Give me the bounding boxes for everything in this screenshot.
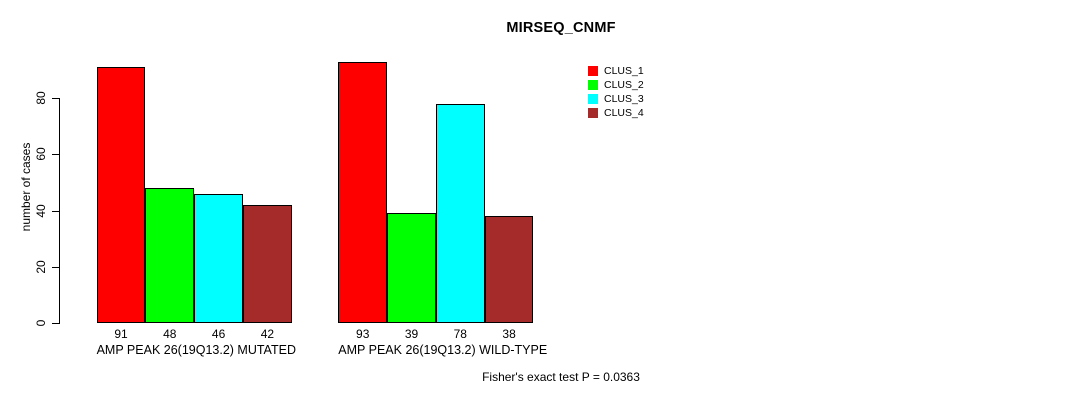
- y-axis-tick: [52, 98, 59, 100]
- bar-value-label: 38: [502, 327, 516, 341]
- legend-item-clus_1: CLUS_1: [588, 64, 644, 78]
- legend-item-clus_4: CLUS_4: [588, 106, 644, 120]
- group-label-wildtype: AMP PEAK 26(19Q13.2) WILD-TYPE: [338, 343, 548, 357]
- y-axis-title: number of cases: [19, 142, 33, 232]
- bar-clus_3-group1: [194, 193, 243, 323]
- legend-swatch-clus_4: [588, 108, 598, 118]
- fisher-test-annotation: Fisher's exact test P = 0.0363: [482, 370, 640, 384]
- bar-clus_3-group2: [435, 103, 485, 323]
- bar-clus_4-group1: [243, 204, 292, 323]
- y-axis-tick: [52, 323, 59, 324]
- legend-item-clus_3: CLUS_3: [588, 92, 644, 106]
- legend-label: CLUS_2: [604, 78, 644, 91]
- bar-value-label: 78: [453, 327, 467, 341]
- y-axis-line: [59, 98, 60, 324]
- bar-clus_2-group2: [387, 213, 436, 323]
- legend-label: CLUS_3: [604, 92, 644, 105]
- bar-value-label: 42: [260, 327, 275, 341]
- bar-clus_1-group1: [96, 67, 146, 323]
- chart-title: MIRSEQ_CNMF: [506, 20, 616, 36]
- bar-value-label: 48: [163, 327, 177, 341]
- y-axis-tick: [52, 266, 59, 268]
- y-axis-tick-label: 20: [34, 260, 48, 274]
- group-label-mutated: AMP PEAK 26(19Q13.2) MUTATED: [96, 343, 296, 357]
- legend-label: CLUS_1: [604, 64, 644, 77]
- bar-value-label: 46: [211, 327, 226, 341]
- bar-clus_1-group2: [338, 61, 388, 323]
- legend-item-clus_2: CLUS_2: [588, 78, 644, 92]
- y-axis-tick-label: 60: [34, 147, 48, 162]
- legend-swatch-clus_3: [588, 94, 598, 104]
- bar-value-label: 39: [404, 327, 419, 341]
- bar-clus_4-group2: [484, 216, 534, 323]
- y-axis-tick-label: 80: [34, 91, 48, 105]
- bar-clus_2-group1: [145, 188, 195, 323]
- bar-value-label: 93: [356, 327, 370, 341]
- y-axis-tick: [52, 210, 59, 212]
- y-axis-tick-label: 0: [34, 319, 48, 327]
- legend-swatch-clus_1: [588, 66, 598, 76]
- bar-value-label: 91: [114, 327, 128, 341]
- legend-label: CLUS_4: [604, 106, 644, 119]
- legend: CLUS_1 CLUS_2 CLUS_3 CLUS_4: [588, 64, 644, 120]
- y-axis-tick-label: 40: [34, 203, 48, 218]
- y-axis-tick: [52, 154, 59, 156]
- legend-swatch-clus_2: [588, 80, 598, 90]
